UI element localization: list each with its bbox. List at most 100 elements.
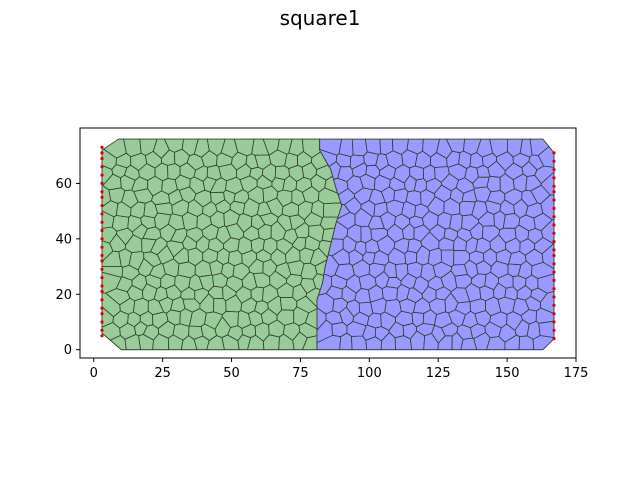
chart-title: square1 — [279, 6, 361, 30]
y-tick-label: 40 — [55, 232, 72, 247]
x-tick-label: 175 — [564, 366, 589, 381]
boundary-point-left — [100, 267, 104, 271]
mesh-cell — [413, 178, 427, 193]
boundary-points — [100, 145, 556, 341]
mesh-cell — [351, 138, 368, 157]
boundary-point-left — [100, 156, 104, 161]
mesh-cell — [529, 138, 550, 156]
axes-frame — [79, 127, 577, 359]
boundary-point-right — [552, 253, 556, 258]
boundary-point-right — [552, 320, 556, 324]
boundary-point-right — [552, 312, 556, 316]
mesh-cell — [486, 175, 501, 193]
mesh-cell — [181, 138, 199, 157]
boundary-point-left — [100, 204, 104, 208]
mesh-cell — [463, 138, 482, 156]
boundary-point-left — [100, 145, 104, 149]
boundary-point-left — [100, 306, 104, 310]
mesh-cell — [111, 214, 130, 232]
mesh-cell — [262, 138, 280, 156]
boundary-point-left — [100, 190, 104, 194]
boundary-point-right — [552, 231, 556, 235]
boundary-point-left — [100, 195, 104, 199]
boundary-point-right — [552, 206, 556, 210]
mesh-cell — [277, 138, 293, 155]
y-tick-label: 20 — [55, 288, 72, 303]
boundary-point-right — [552, 190, 556, 194]
mesh-cell — [445, 138, 466, 154]
mesh-cell — [193, 138, 210, 158]
mesh-cell — [538, 320, 555, 338]
boundary-point-right — [552, 337, 556, 341]
mesh-cell — [338, 138, 354, 158]
boundary-point-left — [100, 259, 104, 263]
boundary-point-right — [552, 270, 556, 274]
x-tick-label: 25 — [154, 366, 171, 381]
mesh-cell — [152, 138, 170, 159]
mesh-cell — [489, 138, 508, 158]
mesh-cell — [213, 297, 227, 316]
x-tick-label: 75 — [292, 366, 309, 381]
x-tick-label: 50 — [223, 366, 240, 381]
boundary-point-left — [100, 276, 104, 280]
mesh-cell — [319, 138, 343, 156]
boundary-point-left — [100, 245, 104, 249]
mesh-cell — [364, 138, 382, 155]
x-tick-label: 0 — [90, 366, 98, 381]
x-tick-label: 125 — [426, 366, 451, 381]
boundary-point-left — [100, 289, 104, 294]
x-tick-label: 100 — [357, 366, 382, 381]
boundary-point-right — [552, 278, 556, 282]
boundary-point-left — [100, 320, 104, 324]
boundary-point-left — [100, 165, 104, 169]
mesh-cell — [476, 138, 494, 158]
boundary-point-left — [100, 237, 104, 241]
boundary-point-left — [100, 220, 104, 224]
mesh-cell — [381, 286, 399, 302]
mesh-cell — [404, 250, 418, 265]
boundary-point-right — [552, 240, 556, 244]
boundary-point-right — [552, 215, 556, 219]
mesh-layer — [101, 138, 555, 351]
boundary-point-left — [100, 151, 104, 155]
boundary-point-right — [552, 223, 556, 227]
boundary-point-left — [100, 181, 104, 185]
mesh-cell — [519, 138, 533, 158]
mesh-cell — [331, 321, 348, 338]
mesh-cell — [206, 138, 226, 157]
boundary-point-right — [552, 262, 556, 266]
axis-ticks: 0 25 50 75 100 125 150 175 0 20 40 60 — [55, 177, 588, 381]
x-tick-label: 150 — [495, 366, 520, 381]
mesh-cell — [163, 138, 184, 153]
mesh-cell — [422, 138, 441, 158]
mesh-cell — [139, 138, 158, 156]
boundary-point-left — [100, 298, 104, 302]
boundary-point-right — [552, 287, 556, 291]
y-tick-label: 0 — [64, 343, 72, 358]
boundary-point-left — [100, 328, 104, 332]
boundary-point-right — [552, 328, 556, 332]
mesh-cell — [123, 138, 142, 158]
boundary-point-left — [100, 212, 104, 216]
boundary-point-right — [552, 176, 556, 180]
boundary-point-right — [552, 303, 556, 307]
mesh-cell — [506, 138, 523, 158]
mesh-cell — [449, 213, 463, 232]
mesh-cell — [220, 138, 239, 159]
mesh-cell — [391, 138, 409, 155]
boundary-point-right — [552, 184, 556, 188]
mesh-cell — [288, 138, 304, 157]
boundary-point-right — [552, 248, 556, 252]
y-tick-label: 60 — [55, 177, 72, 192]
boundary-point-left — [100, 312, 104, 316]
boundary-point-left — [100, 253, 104, 258]
mesh-cell — [379, 138, 394, 156]
boundary-point-right — [552, 198, 556, 202]
boundary-point-left — [100, 334, 104, 338]
mesh-cell — [233, 138, 255, 157]
boundary-point-right — [552, 168, 556, 172]
boundary-point-right — [552, 295, 556, 299]
boundary-point-left — [100, 284, 104, 288]
